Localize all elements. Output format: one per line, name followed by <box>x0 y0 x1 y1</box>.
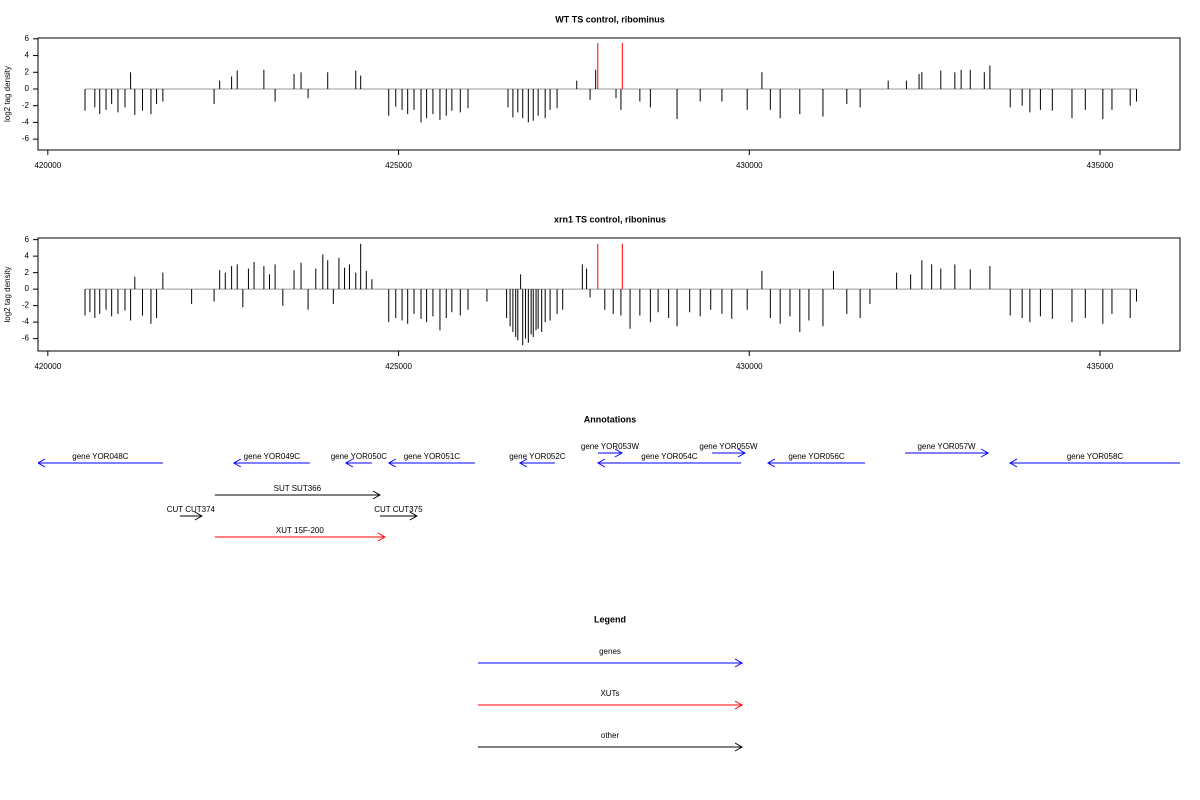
x-tick-label: 430000 <box>736 161 763 170</box>
feature-arrow <box>232 458 310 468</box>
plot-frame <box>37 237 1181 352</box>
x-tick-label: 420000 <box>34 161 61 170</box>
feature-label: gene YOR057W <box>917 442 976 451</box>
feature-arrow <box>711 448 746 458</box>
legend-arrow <box>478 658 744 668</box>
y-tick-label: 0 <box>25 284 30 293</box>
y-tick-label: 4 <box>25 51 30 60</box>
y-tick-label: -2 <box>22 301 30 310</box>
y-tick-label: -4 <box>22 118 30 127</box>
chart-title: WT TS control, ribominus <box>555 14 665 24</box>
feature-label: gene YOR055W <box>699 442 758 451</box>
legend-label: XUTs <box>600 689 619 698</box>
feature-arrow <box>38 458 163 468</box>
feature-arrow <box>1009 458 1180 468</box>
y-tick-label: 6 <box>25 34 30 43</box>
feature-label: gene YOR050C <box>331 452 388 461</box>
y-tick-label: -6 <box>22 134 30 143</box>
plot-frame <box>37 37 1181 151</box>
y-tick-label: 2 <box>25 67 30 76</box>
feature-arrow <box>214 490 381 500</box>
feature-label: CUT CUT375 <box>374 505 423 514</box>
legend-label: genes <box>599 647 621 656</box>
chart-title: xrn1 TS control, riboninus <box>554 214 666 224</box>
feature-arrow <box>379 511 418 521</box>
x-tick-label: 425000 <box>385 362 412 371</box>
y-tick-label: 6 <box>25 235 30 244</box>
feature-label: gene YOR058C <box>1067 452 1124 461</box>
y-axis-label: log2 tag density <box>3 66 12 122</box>
feature-arrow <box>597 448 623 458</box>
feature-arrow <box>344 458 372 468</box>
feature-label: SUT SUT366 <box>274 484 322 493</box>
feature-label: CUT CUT374 <box>167 505 216 514</box>
annotation-track: gene YOR048C gene YOR049C gene YOR050C gene… <box>38 442 1180 542</box>
feature-label: gene YOR052C <box>509 452 566 461</box>
legend-label: other <box>601 731 620 740</box>
x-tick-label: 430000 <box>736 362 763 371</box>
y-tick-label: -6 <box>22 334 30 343</box>
y-axis-label: log2 tag density <box>3 266 12 322</box>
y-tick-label: 4 <box>25 251 30 260</box>
feature-label: gene YOR049C <box>244 452 301 461</box>
feature-arrow <box>905 448 990 458</box>
feature-label: gene YOR054C <box>641 452 698 461</box>
feature-label: gene YOR048C <box>72 452 129 461</box>
feature-arrow <box>179 511 203 521</box>
x-tick-label: 435000 <box>1087 362 1114 371</box>
legend-arrow <box>478 700 744 710</box>
x-tick-label: 420000 <box>34 362 61 371</box>
x-tick-label: 425000 <box>385 161 412 170</box>
y-tick-label: 2 <box>25 268 30 277</box>
feature-arrow <box>518 458 555 468</box>
y-tick-label: -4 <box>22 317 30 326</box>
feature-label: gene YOR056C <box>788 452 845 461</box>
feature-label: XUT 15F-200 <box>276 526 324 535</box>
legend-arrow <box>478 742 744 752</box>
x-tick-label: 435000 <box>1087 161 1114 170</box>
feature-label: gene YOR051C <box>404 452 461 461</box>
feature-arrow <box>387 458 475 468</box>
feature-label: gene YOR053W <box>581 442 640 451</box>
feature-arrow <box>596 458 741 468</box>
annotations-title: Annotations <box>584 414 637 424</box>
legend-title: Legend <box>594 614 626 624</box>
feature-arrow <box>214 532 386 542</box>
feature-arrow <box>766 458 866 468</box>
y-tick-label: 0 <box>25 84 30 93</box>
y-tick-label: -2 <box>22 101 30 110</box>
